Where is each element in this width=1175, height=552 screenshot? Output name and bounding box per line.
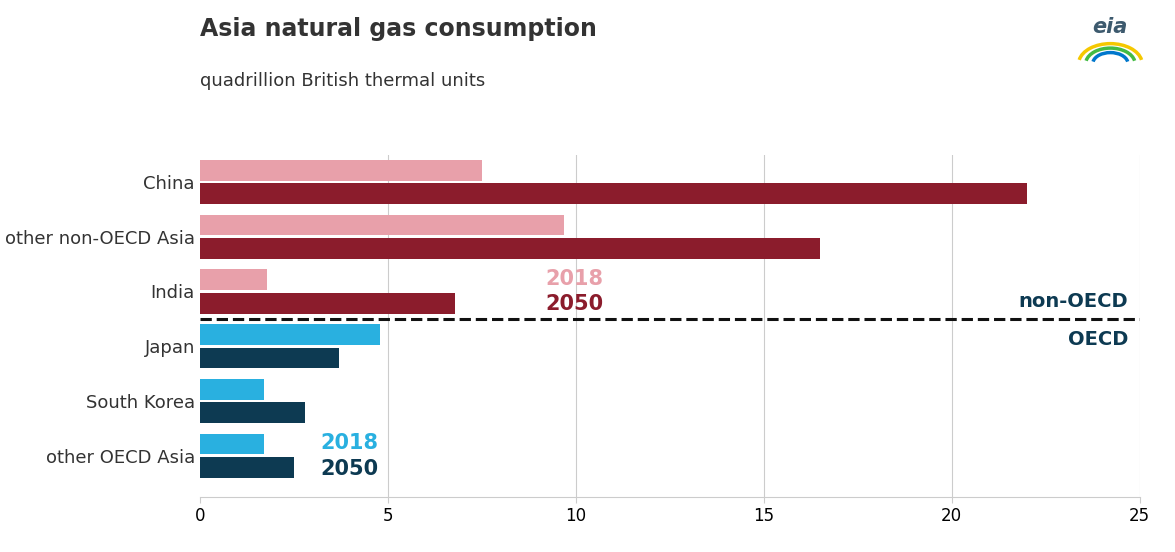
Bar (200, 238, 820, 259)
Bar (200, 402, 306, 423)
Text: 2018: 2018 (320, 433, 378, 453)
Text: non-OECD: non-OECD (1019, 292, 1128, 311)
Bar (200, 160, 482, 181)
Bar (200, 293, 456, 314)
Bar (200, 324, 381, 345)
Text: OECD: OECD (1068, 330, 1128, 349)
Bar (200, 457, 294, 478)
Bar (200, 269, 268, 290)
Text: 2018: 2018 (545, 269, 604, 289)
Text: quadrillion British thermal units: quadrillion British thermal units (200, 72, 485, 90)
Bar (200, 348, 338, 368)
Bar (200, 183, 1027, 204)
Text: Asia natural gas consumption: Asia natural gas consumption (200, 17, 597, 40)
Text: 2050: 2050 (320, 459, 378, 479)
Bar (200, 379, 263, 400)
Bar (200, 433, 263, 454)
Text: eia: eia (1093, 17, 1128, 36)
Bar (200, 215, 564, 235)
Text: 2050: 2050 (545, 294, 604, 314)
